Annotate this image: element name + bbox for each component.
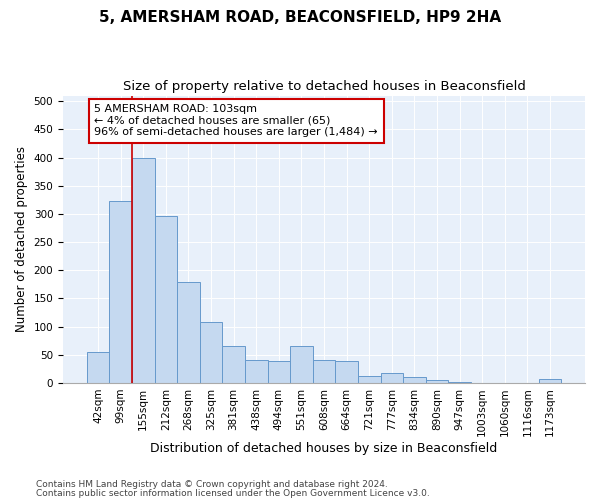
Bar [313, 360, 335, 383]
Bar [155, 216, 177, 383]
Text: Contains public sector information licensed under the Open Government Licence v3: Contains public sector information licen… [36, 488, 430, 498]
Bar [177, 282, 200, 383]
Text: 5, AMERSHAM ROAD, BEACONSFIELD, HP9 2HA: 5, AMERSHAM ROAD, BEACONSFIELD, HP9 2HA [99, 10, 501, 25]
Bar [290, 346, 313, 383]
Bar [268, 362, 290, 383]
Bar [132, 158, 155, 383]
Text: 5 AMERSHAM ROAD: 103sqm
← 4% of detached houses are smaller (65)
96% of semi-det: 5 AMERSHAM ROAD: 103sqm ← 4% of detached… [94, 104, 378, 138]
Bar [335, 362, 358, 383]
Bar [448, 382, 471, 383]
Bar [403, 377, 425, 383]
Y-axis label: Number of detached properties: Number of detached properties [15, 146, 28, 332]
Bar [87, 352, 109, 383]
Bar [200, 322, 223, 383]
Bar [358, 376, 380, 383]
X-axis label: Distribution of detached houses by size in Beaconsfield: Distribution of detached houses by size … [151, 442, 497, 455]
Bar [425, 380, 448, 383]
Bar [380, 372, 403, 383]
Bar [223, 346, 245, 383]
Text: Contains HM Land Registry data © Crown copyright and database right 2024.: Contains HM Land Registry data © Crown c… [36, 480, 388, 489]
Bar [109, 202, 132, 383]
Bar [539, 380, 561, 383]
Title: Size of property relative to detached houses in Beaconsfield: Size of property relative to detached ho… [122, 80, 526, 93]
Bar [245, 360, 268, 383]
